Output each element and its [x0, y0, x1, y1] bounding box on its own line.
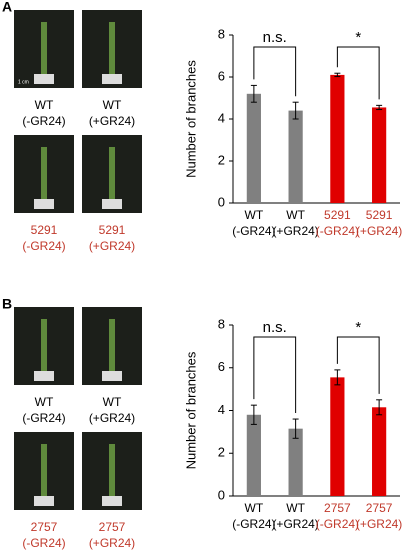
photo-label: (+GR24)	[89, 239, 135, 253]
pot	[34, 496, 54, 506]
photo-label: 2757	[99, 520, 126, 534]
plant-stem	[41, 147, 47, 202]
significance-label: n.s.	[263, 29, 287, 46]
photo-label: WT	[103, 98, 122, 112]
photo-label: (-GR24)	[22, 536, 65, 550]
pot	[34, 74, 54, 84]
photo-label: 2757	[31, 520, 58, 534]
significance-label: *	[355, 29, 361, 46]
x-tick-label: WT	[245, 501, 264, 515]
plant-stem	[41, 319, 47, 374]
bar	[288, 110, 303, 203]
x-tick-label: WT	[286, 208, 305, 222]
pot	[102, 496, 122, 506]
y-tick-label: 4	[218, 110, 225, 125]
photo-label: (+GR24)	[89, 114, 135, 128]
significance-bracket	[253, 336, 297, 414]
pot	[34, 199, 54, 209]
y-axis-label: Number of branches	[183, 60, 198, 178]
x-tick-label: (+GR24)	[272, 224, 318, 238]
plant-stem	[41, 22, 47, 77]
bar	[330, 74, 345, 204]
bar	[372, 407, 387, 496]
photo-label: (+GR24)	[89, 411, 135, 425]
x-tick-label: (-GR24)	[232, 517, 275, 531]
plant-stem	[109, 147, 115, 202]
photo-label: WT	[103, 395, 122, 409]
bar	[372, 107, 387, 203]
significance-bracket	[336, 46, 380, 100]
plant-stem	[41, 444, 47, 499]
photo-label: 5291	[99, 223, 126, 237]
y-tick-label: 2	[218, 445, 225, 460]
y-tick-label: 0	[218, 487, 225, 502]
plant-stem	[109, 444, 115, 499]
x-tick-label: (-GR24)	[316, 517, 359, 531]
x-tick-label: 5291	[324, 208, 351, 222]
significance-bracket	[336, 336, 380, 394]
panel-letter: B	[2, 296, 12, 312]
photo-label: (+GR24)	[89, 536, 135, 550]
photo-label: 5291	[31, 223, 58, 237]
x-tick-label: 5291	[366, 208, 393, 222]
photo-label: (-GR24)	[22, 114, 65, 128]
bar	[246, 414, 261, 496]
y-tick-label: 6	[218, 359, 225, 374]
pot	[102, 199, 122, 209]
x-tick-label: (+GR24)	[272, 517, 318, 531]
x-tick-label: (-GR24)	[316, 224, 359, 238]
x-tick-label: 2757	[366, 501, 393, 515]
x-tick-label: (+GR24)	[356, 517, 402, 531]
significance-label: n.s.	[263, 319, 287, 336]
y-axis-label: Number of branches	[183, 351, 198, 469]
pot	[102, 371, 122, 381]
plant-stem	[109, 22, 115, 77]
bar	[330, 377, 345, 496]
panel-letter: A	[2, 0, 12, 15]
pot	[34, 371, 54, 381]
x-tick-label: (-GR24)	[232, 224, 275, 238]
bar	[288, 428, 303, 496]
x-tick-label: 2757	[324, 501, 351, 515]
y-tick-label: 2	[218, 152, 225, 167]
bar	[246, 93, 261, 203]
photo-label: (-GR24)	[22, 411, 65, 425]
y-tick-label: 4	[218, 402, 225, 417]
y-tick-label: 8	[218, 316, 225, 331]
x-tick-label: WT	[286, 501, 305, 515]
significance-bracket	[253, 46, 297, 97]
x-tick-label: (+GR24)	[356, 224, 402, 238]
photo-label: WT	[35, 98, 54, 112]
significance-label: *	[355, 319, 361, 336]
y-tick-label: 8	[218, 26, 225, 41]
pot	[102, 74, 122, 84]
y-tick-label: 0	[218, 194, 225, 209]
photo-label: (-GR24)	[22, 239, 65, 253]
x-tick-label: WT	[245, 208, 264, 222]
y-tick-label: 6	[218, 68, 225, 83]
scale-label: 1 cm	[18, 79, 29, 85]
plant-stem	[109, 319, 115, 374]
photo-label: WT	[35, 395, 54, 409]
